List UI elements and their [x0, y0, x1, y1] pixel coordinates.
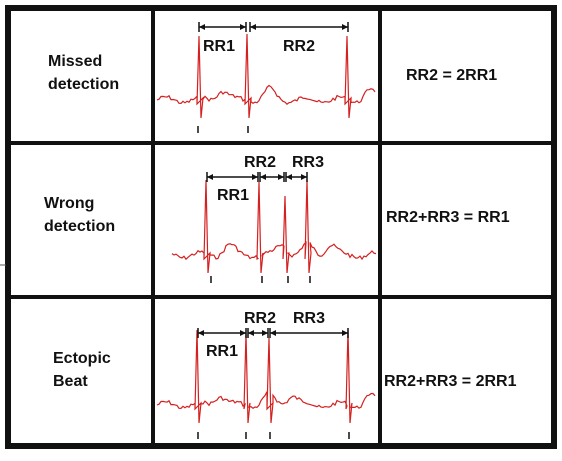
row-label-line: detection: [48, 76, 120, 93]
row-label-ectopic-beat: Ectopic Beat: [53, 347, 111, 393]
formula-ectopic-beat: RR2+RR3 = 2RR1: [384, 373, 517, 390]
rr3-arrow-head-right: [342, 330, 348, 336]
rr2-arrow-head-left: [248, 330, 254, 336]
rr2-arrow-head-left: [250, 24, 256, 30]
formula-wrong-detection: RR2+RR3 = RR1: [386, 209, 510, 226]
row-label-line: Missed: [48, 53, 103, 70]
row-label-line: Beat: [53, 373, 88, 390]
rr3-arrow-head-right: [301, 174, 307, 180]
rr1-arrow-head-left: [198, 330, 204, 336]
rr1-arrow-head-right: [240, 330, 246, 336]
formula-missed-detection: RR2 = 2RR1: [406, 67, 498, 84]
interval-label-rr2: RR2: [244, 154, 276, 171]
table-border: [5, 5, 557, 449]
ecg-trace: [171, 179, 377, 274]
interval-label-rr3: RR3: [292, 154, 324, 171]
interval-label-rr3: RR3: [293, 310, 325, 327]
ecg-panel-missed-detection: RR1 RR2: [156, 22, 376, 133]
rr1-arrow-head-left: [199, 24, 205, 30]
row-label-wrong-detection: Wrong detection: [44, 192, 115, 238]
rr2-arrow-head-left: [260, 174, 266, 180]
rr1-arrow-head-left: [207, 174, 213, 180]
rr3-arrow-head-left: [286, 174, 292, 180]
row-label-line: Wrong: [44, 195, 95, 212]
interval-label-rr1: RR1: [206, 343, 238, 360]
row-label-missed-detection: Missed detection: [48, 50, 119, 96]
rr3-arrow-head-left: [270, 330, 276, 336]
row-label-line: detection: [44, 218, 116, 235]
row-label-line: Ectopic: [53, 350, 111, 367]
rr2-arrow-head-right: [278, 174, 284, 180]
rr2-arrow-head-right: [342, 24, 348, 30]
ecg-panel-wrong-detection: RR1 RR2 RR3: [171, 154, 377, 283]
interval-label-rr2: RR2: [244, 310, 276, 327]
rr1-arrow-head-right: [252, 174, 258, 180]
interval-label-rr1: RR1: [217, 187, 249, 204]
interval-label-rr2: RR2: [283, 38, 315, 55]
ecg-panel-ectopic-beat: RR1 RR2 RR3: [156, 310, 376, 439]
rr2-arrow-head-right: [262, 330, 268, 336]
interval-label-rr1: RR1: [203, 38, 235, 55]
ecg-trace: [156, 329, 376, 424]
rr1-arrow-head-right: [240, 24, 246, 30]
ecg-trace: [156, 33, 376, 119]
